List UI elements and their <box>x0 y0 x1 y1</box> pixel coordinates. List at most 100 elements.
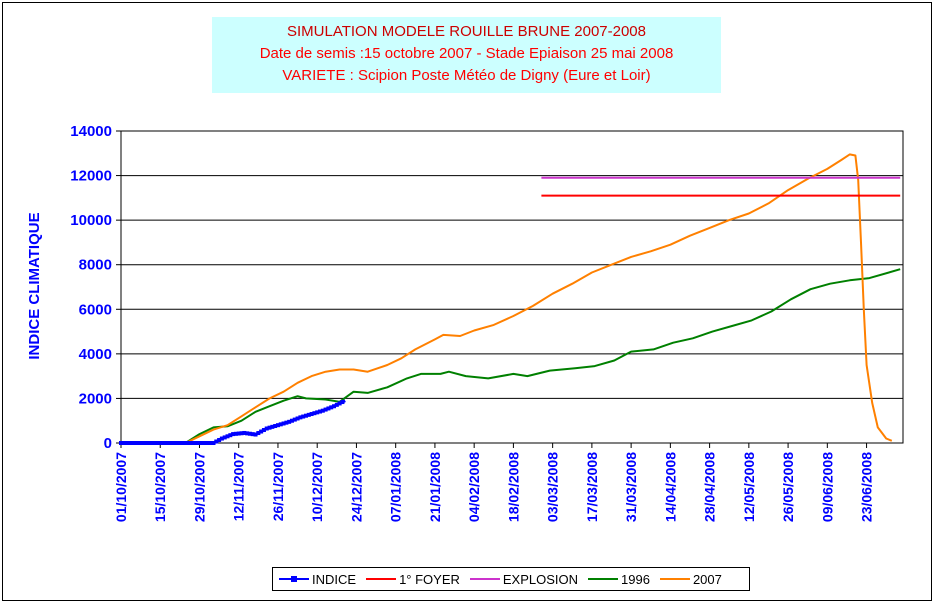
x-tick-label: 23/06/2008 <box>859 452 875 522</box>
legend-item-1: 1° FOYER <box>366 572 460 587</box>
series-point-0 <box>295 416 300 421</box>
series-point-0 <box>177 441 182 445</box>
chart-title-line2: Date de semis :15 octobre 2007 - Stade E… <box>259 45 674 62</box>
legend-label-2: EXPLOSION <box>502 571 579 587</box>
series-lines <box>119 153 901 445</box>
legend-label-4: 2007 <box>692 571 722 587</box>
series-point-0 <box>137 441 142 445</box>
x-tick-label: 28/04/2008 <box>702 452 718 522</box>
series-point-0 <box>239 431 244 436</box>
legend-label-3: 1996 <box>621 571 650 587</box>
series-point-0 <box>222 435 227 440</box>
x-tick-label: 15/10/2007 <box>152 452 168 522</box>
series-point-0 <box>228 433 233 438</box>
x-tick-label: 14/04/2008 <box>662 452 678 522</box>
x-tick-label: 17/03/2008 <box>584 452 600 522</box>
y-tick-label: 8000 <box>79 257 112 274</box>
y-tick-label: 0 <box>104 435 112 452</box>
series-point-0 <box>318 409 323 414</box>
y-tick-label: 10000 <box>70 212 112 229</box>
legend-item-2: EXPLOSION <box>469 571 579 587</box>
plot-area <box>120 130 904 444</box>
series-point-0 <box>247 431 252 436</box>
series-point-0 <box>214 439 219 444</box>
series-point-0 <box>298 415 303 420</box>
series-point-0 <box>250 432 255 437</box>
series-point-0 <box>146 441 151 445</box>
series-point-0 <box>315 410 320 415</box>
legend-swatch-0 <box>279 574 309 584</box>
series-point-0 <box>125 441 130 445</box>
series-point-0 <box>208 441 213 445</box>
chart-title-box: SIMULATION MODELE ROUILLE BRUNE 2007-200… <box>212 17 721 93</box>
series-point-0 <box>292 417 297 422</box>
x-tick-label: 21/01/2008 <box>427 452 443 522</box>
series-point-0 <box>219 436 224 441</box>
series-point-0 <box>270 424 275 429</box>
series-point-0 <box>197 441 202 445</box>
series-point-0 <box>140 441 145 445</box>
series-point-0 <box>128 441 133 445</box>
series-line-4 <box>121 153 893 444</box>
series-point-0 <box>152 441 157 445</box>
series-point-0 <box>242 430 247 435</box>
legend-label-0: INDICE <box>312 571 357 587</box>
series-point-0 <box>284 420 289 425</box>
series-point-0 <box>306 412 311 417</box>
legend-swatch-4 <box>659 574 690 584</box>
series-point-0 <box>320 408 325 413</box>
series-point-0 <box>134 441 139 445</box>
series-point-0 <box>194 441 199 445</box>
x-tick-label: 01/10/2007 <box>113 452 129 522</box>
series-point-0 <box>301 414 306 419</box>
series-point-0 <box>205 441 210 445</box>
series-point-0 <box>256 431 261 436</box>
series-point-0 <box>278 422 283 427</box>
x-tick-label: 12/11/2007 <box>231 452 247 522</box>
series-point-0 <box>155 441 160 445</box>
series-point-0 <box>149 441 154 445</box>
series-point-0 <box>191 441 196 445</box>
series-point-0 <box>119 441 123 445</box>
series-point-0 <box>180 441 185 445</box>
series-point-0 <box>174 441 179 445</box>
legend: INDICE 1° FOYER EXPLOSION 1996 2007 <box>272 567 750 591</box>
series-point-0 <box>236 431 241 436</box>
series-point-0 <box>312 411 317 416</box>
x-tick-label: 12/05/2008 <box>741 452 757 522</box>
series-point-0 <box>332 404 337 409</box>
series-point-0 <box>183 441 188 445</box>
series-point-0 <box>231 432 236 437</box>
grid-lines <box>120 130 904 444</box>
series-point-0 <box>326 406 331 411</box>
series-point-0 <box>259 429 264 434</box>
series-point-0 <box>233 431 238 436</box>
series-point-0 <box>309 412 314 417</box>
legend-item-3: 1996 <box>588 572 650 587</box>
series-point-0 <box>200 441 205 445</box>
x-tick-label: 03/03/2008 <box>545 452 561 522</box>
series-line-3 <box>121 268 901 444</box>
series-point-0 <box>334 402 339 407</box>
x-tick-label: 10/12/2007 <box>309 452 325 522</box>
series-point-0 <box>167 441 172 445</box>
legend-item-4: 2007 <box>659 571 722 587</box>
x-tick-label: 24/12/2007 <box>348 452 364 522</box>
series-point-0 <box>273 424 278 429</box>
series-point-0 <box>158 441 163 445</box>
series-point-0 <box>329 405 334 410</box>
x-tick-label: 04/02/2008 <box>466 452 482 522</box>
legend-swatch-2 <box>469 574 500 584</box>
series-point-0 <box>131 441 136 445</box>
legend-swatch-3 <box>588 574 619 584</box>
series-point-0 <box>289 418 294 423</box>
x-tick-label: 26/05/2008 <box>780 452 796 522</box>
series-point-0 <box>161 441 166 445</box>
y-tick-label: 6000 <box>79 301 112 318</box>
legend-swatch-1 <box>366 574 397 584</box>
x-tick-label: 18/02/2008 <box>505 452 521 522</box>
series-point-0 <box>275 423 280 428</box>
series-point-0 <box>287 419 292 424</box>
series-point-0 <box>203 441 208 445</box>
